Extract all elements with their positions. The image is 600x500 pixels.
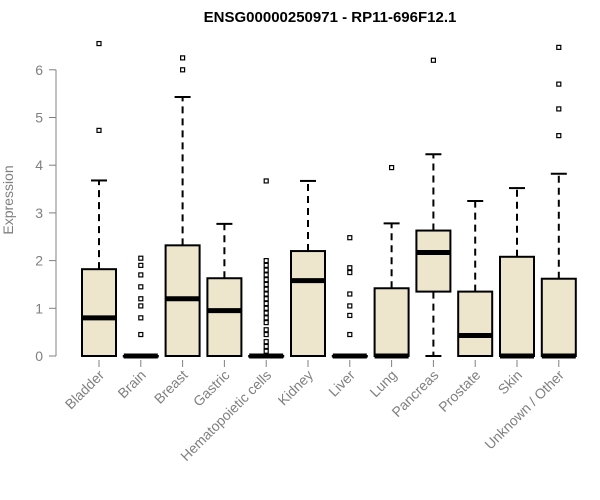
box-group bbox=[248, 178, 285, 359]
outlier-point bbox=[263, 281, 269, 288]
outlier-point bbox=[138, 272, 144, 278]
box-group bbox=[122, 255, 159, 359]
outlier-point bbox=[263, 296, 269, 302]
outlier-point bbox=[180, 55, 186, 61]
x-tick-label: Bladder bbox=[62, 367, 108, 413]
y-tick-label: 0 bbox=[35, 348, 43, 364]
box-group bbox=[81, 40, 117, 358]
chart-title: ENSG00000250971 - RP11-696F12.1 bbox=[204, 9, 457, 26]
outlier-point bbox=[138, 331, 144, 338]
box-group bbox=[206, 222, 243, 357]
box bbox=[290, 250, 326, 357]
box-group bbox=[290, 179, 326, 357]
box-group bbox=[457, 199, 494, 358]
outlier-point bbox=[263, 348, 269, 354]
outlier-point bbox=[347, 269, 353, 276]
box bbox=[540, 277, 577, 358]
outlier-point bbox=[556, 44, 562, 50]
box-group bbox=[373, 164, 410, 359]
outlier-point bbox=[430, 57, 436, 63]
y-tick-label: 4 bbox=[35, 157, 43, 173]
y-tick-label: 1 bbox=[35, 300, 43, 316]
outlier-point bbox=[96, 127, 102, 133]
outlier-point bbox=[138, 303, 144, 309]
outlier-point bbox=[263, 343, 269, 350]
outlier-point bbox=[263, 286, 269, 292]
x-tick-label: Breast bbox=[151, 367, 191, 407]
box bbox=[499, 255, 535, 357]
box-group bbox=[164, 55, 201, 357]
y-tick-label: 5 bbox=[35, 110, 43, 126]
outlier-point bbox=[263, 320, 269, 326]
x-tick-label: Lung bbox=[366, 367, 399, 400]
plot-area bbox=[81, 40, 577, 359]
outlier-point bbox=[96, 40, 102, 47]
outlier-point bbox=[263, 272, 269, 278]
outlier-point bbox=[263, 331, 269, 338]
outlier-point bbox=[138, 284, 144, 290]
box bbox=[415, 229, 452, 293]
y-tick-label: 6 bbox=[35, 62, 43, 78]
outlier-point bbox=[347, 312, 353, 319]
outlier-point bbox=[556, 106, 562, 112]
outlier-point bbox=[263, 262, 269, 268]
y-axis: 0 1 2 3 4 5 6 bbox=[35, 62, 57, 364]
x-tick-label: Unknown / Other bbox=[481, 367, 567, 453]
outlier-point bbox=[138, 296, 144, 302]
y-tick-label: 3 bbox=[35, 205, 43, 221]
outlier-point bbox=[556, 133, 562, 139]
outlier-point bbox=[263, 327, 269, 333]
y-axis-label: Expression bbox=[0, 165, 16, 234]
outlier-point bbox=[263, 300, 269, 307]
outlier-point bbox=[138, 262, 144, 268]
outlier-point bbox=[180, 67, 186, 73]
x-tick-label: Skin bbox=[495, 367, 526, 398]
outlier-point bbox=[556, 81, 562, 87]
box-group bbox=[540, 44, 577, 359]
outlier-point bbox=[347, 291, 353, 297]
outlier-point bbox=[138, 315, 144, 321]
outlier-point bbox=[263, 178, 269, 184]
outlier-point bbox=[347, 265, 353, 271]
x-tick-label: Brain bbox=[114, 367, 148, 401]
box bbox=[81, 268, 117, 358]
x-tick-label: Liver bbox=[325, 367, 358, 400]
box bbox=[373, 287, 410, 357]
outlier-point bbox=[263, 291, 269, 297]
outlier-point bbox=[347, 331, 353, 338]
outlier-point bbox=[263, 267, 269, 273]
outlier-point bbox=[263, 339, 269, 345]
box bbox=[457, 290, 494, 358]
box-group bbox=[415, 57, 452, 357]
outlier-point bbox=[347, 235, 353, 241]
x-tick-label: Kidney bbox=[275, 367, 317, 409]
box-group bbox=[499, 187, 535, 359]
outlier-point bbox=[389, 164, 395, 171]
outlier-point bbox=[263, 305, 269, 311]
outlier-point bbox=[263, 310, 269, 316]
outlier-point bbox=[347, 303, 353, 309]
box-group bbox=[331, 235, 368, 359]
outlier-point bbox=[263, 315, 269, 321]
outlier-point bbox=[138, 255, 144, 261]
x-tick-label: Prostate bbox=[435, 367, 483, 415]
outlier-point bbox=[263, 258, 269, 264]
outlier-point bbox=[263, 277, 269, 283]
y-tick-label: 2 bbox=[35, 253, 43, 269]
box bbox=[206, 277, 243, 357]
